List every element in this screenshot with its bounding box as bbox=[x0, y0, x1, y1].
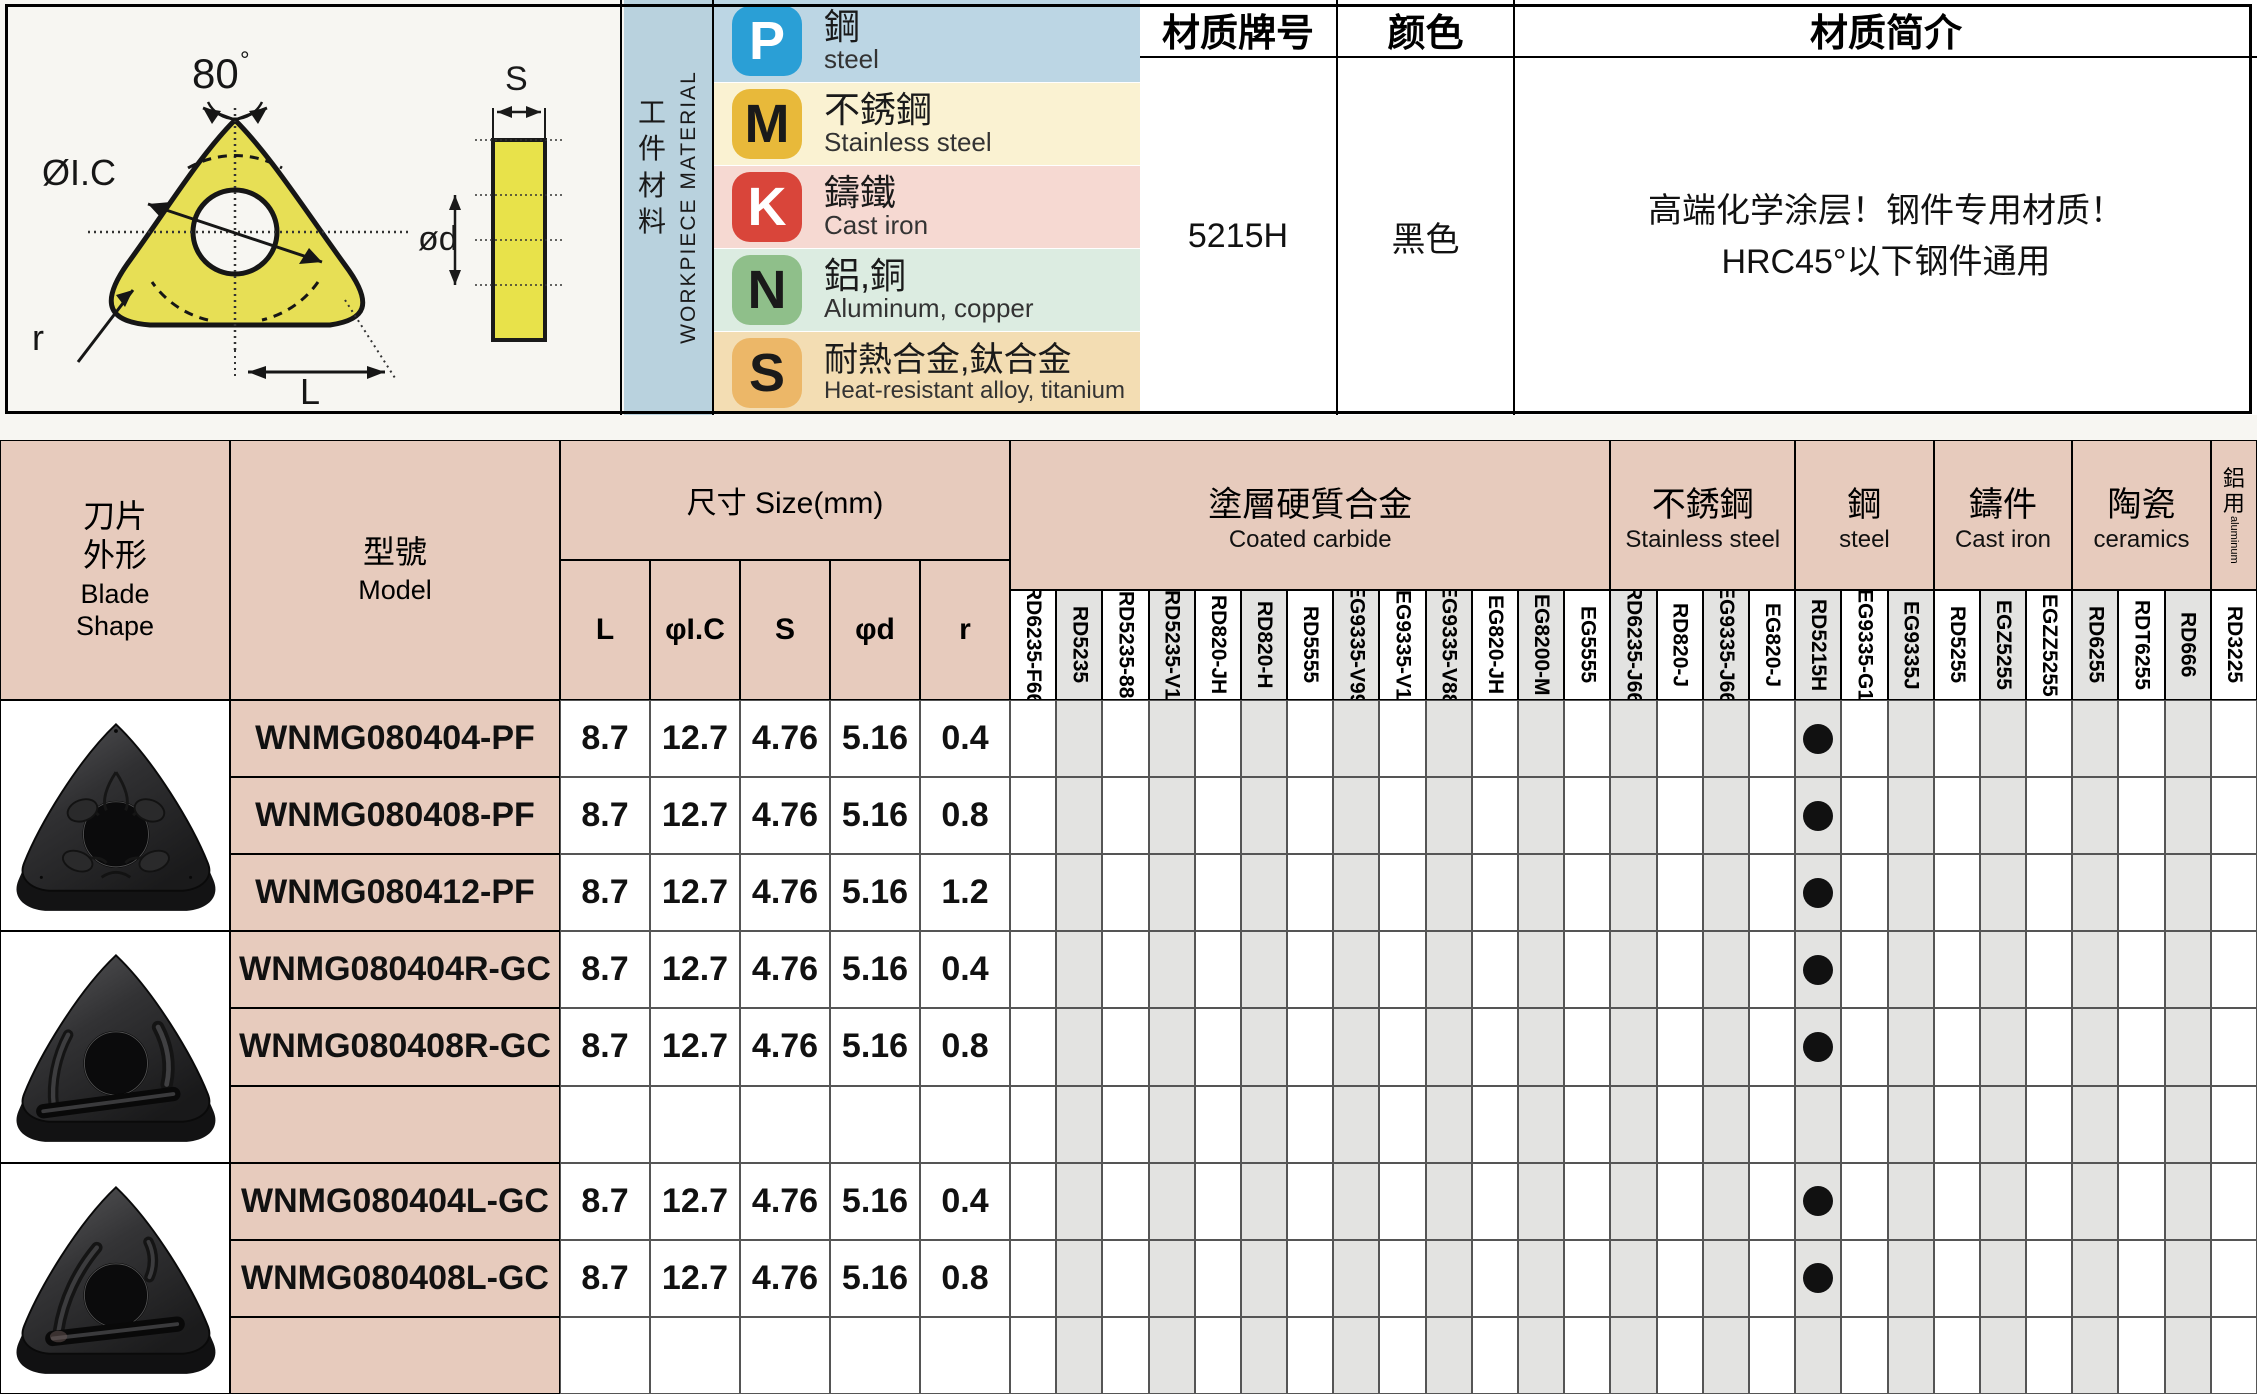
svg-text:80: 80 bbox=[192, 50, 239, 97]
svg-text:ød: ød bbox=[418, 220, 458, 258]
svg-text:°: ° bbox=[240, 47, 250, 74]
svg-text:S: S bbox=[505, 60, 528, 98]
svg-text:L: L bbox=[300, 371, 320, 412]
svg-text:ØI.C: ØI.C bbox=[42, 152, 116, 193]
svg-text:r: r bbox=[32, 317, 44, 358]
